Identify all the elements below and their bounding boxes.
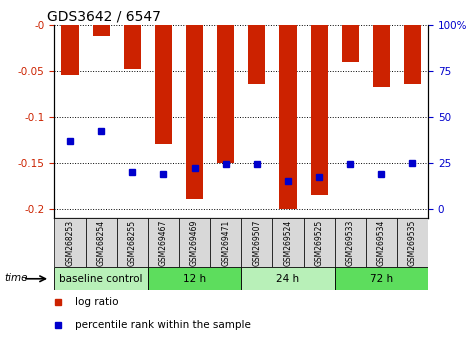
Text: GSM269469: GSM269469	[190, 219, 199, 266]
Text: GSM269525: GSM269525	[315, 219, 324, 266]
Text: GSM268255: GSM268255	[128, 219, 137, 266]
Bar	[366, 218, 397, 267]
Bar	[54, 267, 148, 290]
Bar	[148, 267, 241, 290]
Bar	[61, 25, 79, 75]
Text: 72 h: 72 h	[370, 274, 393, 284]
Text: GSM269471: GSM269471	[221, 219, 230, 266]
Text: GSM269467: GSM269467	[159, 219, 168, 266]
Bar	[342, 25, 359, 62]
Bar	[397, 218, 428, 267]
Bar	[241, 218, 272, 267]
Bar	[304, 218, 334, 267]
Text: GSM269534: GSM269534	[377, 219, 386, 266]
Bar	[186, 25, 203, 199]
Text: GDS3642 / 6547: GDS3642 / 6547	[47, 10, 161, 24]
Bar	[272, 218, 304, 267]
Bar	[404, 25, 421, 85]
Text: GSM269507: GSM269507	[252, 219, 261, 266]
Text: time: time	[4, 273, 28, 282]
Bar	[217, 25, 234, 162]
Bar	[54, 218, 86, 267]
Text: GSM269524: GSM269524	[283, 219, 292, 266]
Text: log ratio: log ratio	[75, 297, 118, 307]
Text: GSM268253: GSM268253	[65, 219, 74, 266]
Text: GSM268254: GSM268254	[96, 219, 105, 266]
Bar	[148, 218, 179, 267]
Bar	[93, 25, 110, 36]
Bar	[179, 218, 210, 267]
Text: baseline control: baseline control	[59, 274, 143, 284]
Bar	[373, 25, 390, 87]
Bar	[310, 25, 328, 195]
Text: 12 h: 12 h	[183, 274, 206, 284]
Bar	[123, 25, 141, 69]
Text: percentile rank within the sample: percentile rank within the sample	[75, 320, 251, 330]
Text: GSM269533: GSM269533	[346, 219, 355, 266]
Text: GSM269535: GSM269535	[408, 219, 417, 266]
Bar	[86, 218, 117, 267]
Bar	[334, 267, 428, 290]
Bar	[280, 25, 297, 209]
Bar	[334, 218, 366, 267]
Bar	[155, 25, 172, 144]
Bar	[241, 267, 334, 290]
Text: 24 h: 24 h	[276, 274, 299, 284]
Bar	[248, 25, 265, 85]
Bar	[210, 218, 241, 267]
Bar	[117, 218, 148, 267]
